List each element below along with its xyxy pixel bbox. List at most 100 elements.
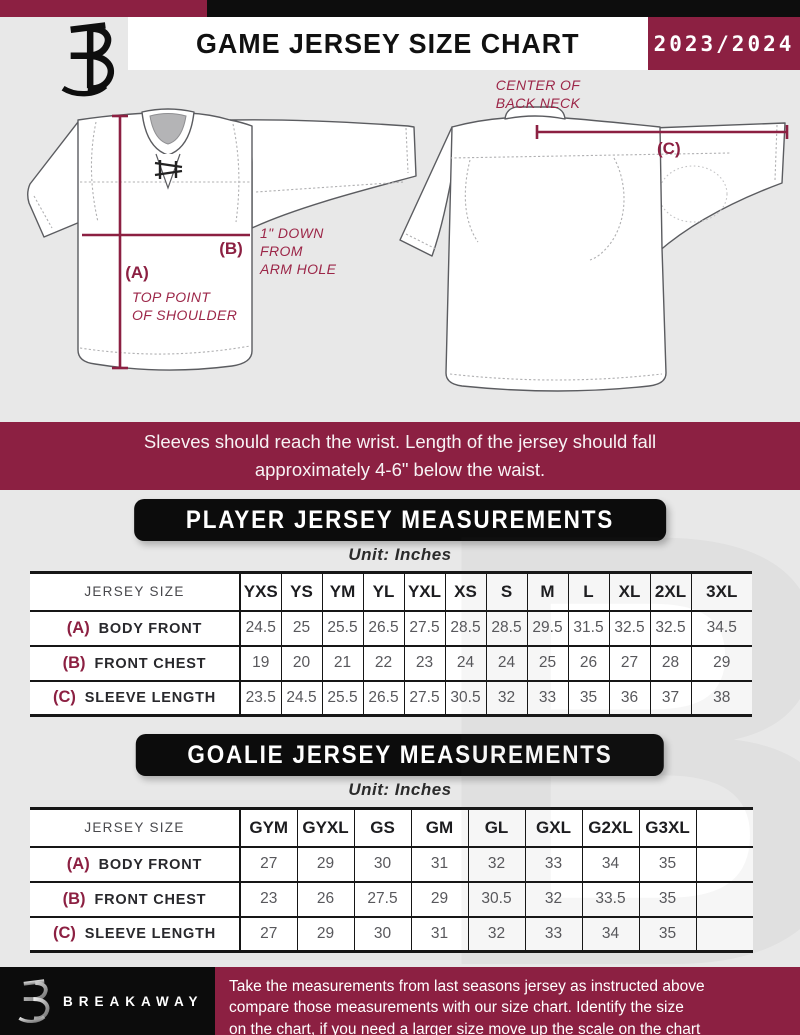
cell: 31 xyxy=(410,845,468,882)
player-size-col: YS xyxy=(280,572,322,611)
player-size-col: S xyxy=(485,572,527,611)
player-row-body-front: (A) BODY FRONT 24.5 25 25.5 26.5 27.5 28… xyxy=(30,609,752,646)
cell: 33 xyxy=(524,915,582,952)
note-c-line1: CENTER OF xyxy=(496,77,582,93)
cell: 24 xyxy=(444,644,486,681)
player-size-col: YL xyxy=(362,572,404,611)
goalie-row-front-chest: (B) FRONT CHEST 23 26 27.5 29 30.5 32 33… xyxy=(30,880,753,917)
footer-note: Take the measurements from last seasons … xyxy=(215,967,800,1035)
cell: 32.5 xyxy=(608,609,650,646)
measure-line-c xyxy=(535,125,789,139)
jersey-diagram: (B) 1" DOWN FROM ARM HOLE (A) TOP POINT … xyxy=(27,77,789,392)
row-key: (C) xyxy=(52,688,76,707)
cell: 21 xyxy=(321,644,363,681)
cell: 23.5 xyxy=(239,679,281,716)
breakaway-logo-icon xyxy=(61,22,115,97)
player-size-col: XS xyxy=(444,572,486,611)
lace-icon xyxy=(154,160,183,179)
label-b: (B) xyxy=(219,239,243,258)
cell: 19 xyxy=(239,644,281,681)
cell: 26.5 xyxy=(362,679,404,716)
empty-cell xyxy=(695,915,753,952)
cell: 31.5 xyxy=(567,609,609,646)
cell: 25.5 xyxy=(321,609,363,646)
player-unit-label: Unit: Inches xyxy=(348,545,452,564)
empty-cell xyxy=(695,880,753,917)
note-a-line1: TOP POINT xyxy=(132,289,211,305)
goalie-row-sleeve-length: (C) SLEEVE LENGTH 27 29 30 31 32 33 34 3… xyxy=(30,915,753,952)
cell: 25 xyxy=(526,644,568,681)
player-size-table: JERSEY SIZE YXS YS YM YL YXL XS S M L XL… xyxy=(30,571,752,717)
footer-note-line1: Take the measurements from last seasons … xyxy=(229,978,705,995)
player-header-row: JERSEY SIZE YXS YS YM YL YXL XS S M L XL… xyxy=(30,572,752,611)
measure-line-a xyxy=(112,114,128,370)
row-label: BODY FRONT xyxy=(98,620,203,637)
player-size-col: YXS xyxy=(239,572,281,611)
goalie-size-col: G2XL xyxy=(581,808,639,847)
cell: 33.5 xyxy=(581,880,639,917)
cell: 22 xyxy=(362,644,404,681)
row-key: (A) xyxy=(66,854,90,873)
footer: BREAKAWAY Take the measurements from las… xyxy=(0,967,800,1035)
top-strip-maroon xyxy=(0,0,207,17)
cell: 24.5 xyxy=(239,609,281,646)
cell: 32 xyxy=(485,679,527,716)
row-key: (A) xyxy=(66,618,90,637)
player-size-col: 3XL xyxy=(690,572,752,611)
goalie-size-col: G3XL xyxy=(638,808,696,847)
player-size-col: YM xyxy=(321,572,363,611)
note-c-line2: BACK NECK xyxy=(496,95,581,111)
cell: 25.5 xyxy=(321,679,363,716)
footer-note-line2: compare those measurements with our size… xyxy=(229,999,684,1017)
note-a-line2: OF SHOULDER xyxy=(132,307,237,323)
goalie-size-table: JERSEY SIZE GYM GYXL GS GM GL GXL G2XL G… xyxy=(30,807,753,953)
cell: 29 xyxy=(296,845,354,882)
cell: 29 xyxy=(410,880,468,917)
cell: 30.5 xyxy=(444,679,486,716)
page-title: GAME JERSEY SIZE CHART xyxy=(196,27,580,59)
note-b-line1: 1" DOWN xyxy=(260,225,324,241)
cell: 30 xyxy=(353,915,411,952)
cell: 29 xyxy=(296,915,354,952)
goalie-empty-col xyxy=(695,808,753,847)
row-label: SLEEVE LENGTH xyxy=(84,926,217,943)
goalie-row-body-front: (A) BODY FRONT 27 29 30 31 32 33 34 35 xyxy=(30,845,753,882)
cell: 28.5 xyxy=(444,609,486,646)
cell: 26 xyxy=(567,644,609,681)
goalie-size-col: GL xyxy=(467,808,525,847)
player-size-col: L xyxy=(567,572,609,611)
cell: 35 xyxy=(567,679,609,716)
top-strip-black xyxy=(207,0,800,17)
cell: 29 xyxy=(690,644,752,681)
cell: 20 xyxy=(280,644,322,681)
season-badge: 2023/2024 xyxy=(648,17,800,70)
back-jersey-drawing: (C) CENTER OF BACK NECK xyxy=(399,77,789,392)
cell: 27.5 xyxy=(403,609,445,646)
fit-note-banner: Sleeves should reach the wrist. Length o… xyxy=(0,422,800,490)
cell: 32 xyxy=(524,880,582,917)
cell: 27 xyxy=(608,644,650,681)
page-title-bar: GAME JERSEY SIZE CHART xyxy=(128,17,648,70)
player-size-col: YXL xyxy=(403,572,445,611)
player-size-col: 2XL xyxy=(649,572,691,611)
goalie-size-col: GS xyxy=(353,808,411,847)
player-size-col: M xyxy=(526,572,568,611)
cell: 29.5 xyxy=(526,609,568,646)
cell: 26.5 xyxy=(362,609,404,646)
cell: 26 xyxy=(296,880,354,917)
empty-cell xyxy=(695,845,753,882)
note-b-line3: ARM HOLE xyxy=(259,261,337,277)
cell: 23 xyxy=(403,644,445,681)
goalie-size-col: GXL xyxy=(524,808,582,847)
row-label: BODY FRONT xyxy=(98,856,203,873)
cell: 24 xyxy=(485,644,527,681)
cell: 37 xyxy=(649,679,691,716)
cell: 28 xyxy=(649,644,691,681)
goalie-size-col: GM xyxy=(410,808,468,847)
player-section-title: PLAYER JERSEY MEASUREMENTS xyxy=(185,505,615,534)
cell: 35 xyxy=(638,880,696,917)
cell: 33 xyxy=(526,679,568,716)
cell: 25 xyxy=(280,609,322,646)
goalie-size-col: GYM xyxy=(239,808,297,847)
